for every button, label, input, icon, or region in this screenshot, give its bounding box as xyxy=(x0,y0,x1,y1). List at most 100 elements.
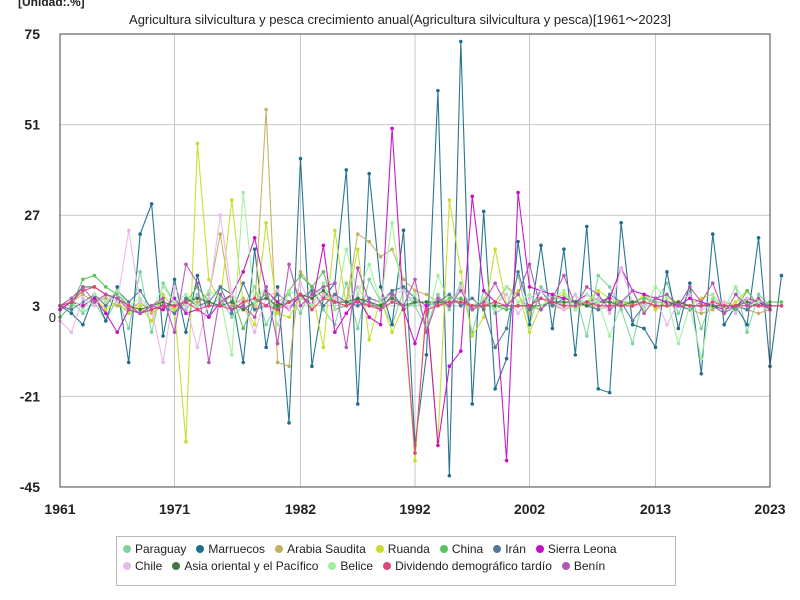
data-point xyxy=(584,334,589,338)
data-point xyxy=(69,330,74,335)
data-point xyxy=(447,304,452,308)
data-point xyxy=(333,296,337,301)
data-point xyxy=(115,300,120,304)
data-point xyxy=(81,277,85,282)
data-point xyxy=(630,319,635,323)
data-point xyxy=(722,300,726,304)
data-point xyxy=(229,198,234,202)
data-point xyxy=(527,304,532,308)
data-point xyxy=(607,334,612,338)
data-point xyxy=(413,458,417,463)
data-point xyxy=(733,300,738,304)
data-point xyxy=(722,311,726,316)
legend-label: China xyxy=(451,542,484,556)
data-point xyxy=(436,88,440,93)
data-point xyxy=(676,300,681,304)
data-point xyxy=(390,292,394,297)
data-point xyxy=(264,107,268,112)
data-point xyxy=(710,307,715,312)
data-point xyxy=(275,360,280,365)
data-point xyxy=(172,300,177,304)
data-point xyxy=(104,292,108,297)
data-point xyxy=(367,337,371,342)
data-point xyxy=(81,311,85,316)
data-point xyxy=(333,281,337,285)
data-point xyxy=(665,270,669,274)
data-point xyxy=(424,330,429,335)
data-point xyxy=(562,292,566,297)
data-point xyxy=(207,300,211,304)
data-point xyxy=(653,296,658,301)
data-point xyxy=(115,304,120,308)
data-point xyxy=(390,247,394,251)
data-point xyxy=(665,292,669,297)
data-point xyxy=(481,288,486,293)
data-point xyxy=(527,311,532,316)
data-point xyxy=(401,228,406,233)
data-point xyxy=(699,356,704,361)
data-point xyxy=(275,300,280,304)
data-point xyxy=(573,292,578,297)
data-point xyxy=(699,371,704,376)
data-point xyxy=(539,307,543,312)
data-point xyxy=(401,304,406,308)
data-point xyxy=(367,304,371,308)
data-point xyxy=(321,296,326,301)
data-point xyxy=(436,304,440,308)
data-point xyxy=(745,307,749,312)
data-point xyxy=(447,198,452,202)
data-point xyxy=(470,334,475,338)
data-point xyxy=(607,311,612,316)
data-point xyxy=(424,292,429,297)
data-point xyxy=(424,353,429,357)
data-point xyxy=(607,390,612,395)
data-point xyxy=(733,307,738,312)
data-point xyxy=(619,304,623,308)
data-point xyxy=(229,315,234,319)
data-point xyxy=(562,300,566,304)
data-point xyxy=(688,285,692,289)
legend-item: Arabia Saudita xyxy=(275,542,366,556)
data-point xyxy=(149,202,154,206)
data-point xyxy=(355,232,360,236)
data-point xyxy=(195,307,200,312)
data-point xyxy=(630,341,635,346)
legend-swatch xyxy=(328,562,337,570)
data-point xyxy=(699,304,704,308)
plot-frame xyxy=(59,33,771,488)
y-tick-label: 75 xyxy=(24,26,40,42)
legend-swatch xyxy=(439,545,448,553)
data-point xyxy=(275,285,280,289)
data-point xyxy=(642,292,646,297)
data-point xyxy=(207,277,211,282)
legend-item: Dividendo demográfico tardío xyxy=(383,559,552,573)
data-point xyxy=(699,307,704,312)
data-point xyxy=(436,292,440,297)
data-point xyxy=(390,288,394,293)
legend-swatch xyxy=(375,545,384,553)
data-point xyxy=(504,458,509,463)
data-point xyxy=(539,243,543,248)
data-point xyxy=(367,300,371,304)
data-point xyxy=(378,254,383,259)
data-point xyxy=(630,288,635,293)
data-point xyxy=(218,213,223,217)
data-point xyxy=(413,277,417,282)
data-point xyxy=(138,296,142,301)
legend-label: Paraguay xyxy=(135,542,187,556)
data-point xyxy=(756,296,761,301)
data-point xyxy=(390,322,394,327)
data-point xyxy=(195,281,200,285)
data-point xyxy=(321,270,326,274)
data-point xyxy=(481,307,486,312)
data-point xyxy=(264,345,268,350)
data-point xyxy=(390,126,394,131)
data-point xyxy=(344,300,349,304)
data-point xyxy=(527,307,532,312)
data-point xyxy=(550,296,555,301)
data-point xyxy=(184,292,188,297)
data-point xyxy=(252,330,257,335)
data-point xyxy=(298,270,303,274)
data-point xyxy=(424,307,429,312)
legend-item: Irán xyxy=(493,542,526,556)
